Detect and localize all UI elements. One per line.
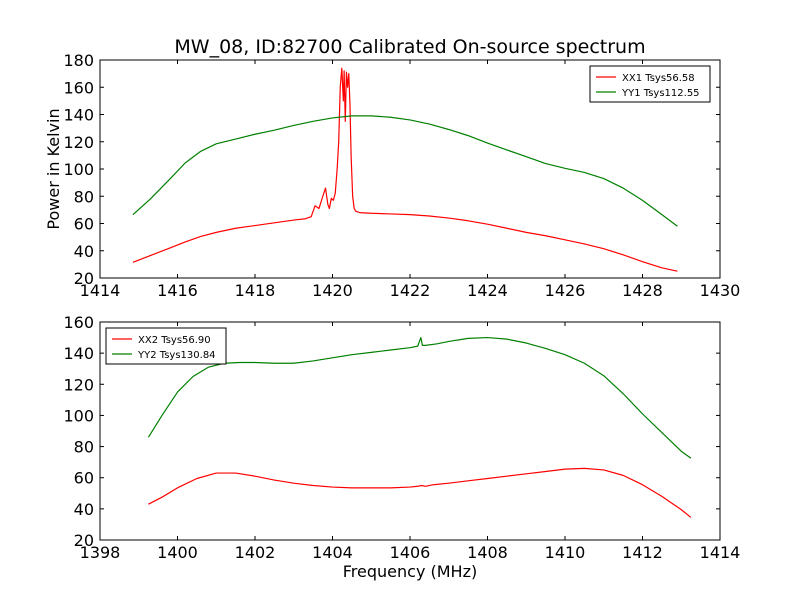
x-tick-label: 1428 xyxy=(622,281,663,300)
top-chart-panel: 1414 1416 1418 1420 1422 1424 1426 1428 1430 20 40… xyxy=(44,51,740,300)
bottom-chart-panel: 1398 1400 1402 1404 1406 1408 1410 1412 1414 20 40… xyxy=(63,313,740,581)
legend-box xyxy=(105,327,227,365)
y-tick-label: 120 xyxy=(63,375,94,394)
y-tick-label: 60 xyxy=(74,215,94,234)
x-tick-label: 1414 xyxy=(80,281,121,300)
x-tick-label: 1406 xyxy=(390,543,431,562)
legend-label: XX1 Tsys56.58 xyxy=(622,73,695,84)
y-tick-label: 20 xyxy=(74,531,94,550)
y-tick-label: 100 xyxy=(63,406,94,425)
x-tick-label: 1424 xyxy=(467,281,508,300)
x-tick-label: 1404 xyxy=(312,543,353,562)
x-tick-label: 1408 xyxy=(467,543,508,562)
x-tick-label: 1420 xyxy=(312,281,353,300)
series-line-yy2 xyxy=(147,336,692,459)
legend: XX1 Tsys56.58 YY1 Tsys112.55 xyxy=(589,65,711,103)
y-tick-label: 140 xyxy=(63,344,94,363)
series-line-xx2 xyxy=(148,467,692,518)
legend-label: YY2 Tsys130.84 xyxy=(137,350,216,361)
x-tick-label: 1412 xyxy=(622,543,663,562)
y-tick-label: 80 xyxy=(74,438,94,457)
x-tick-label: 1400 xyxy=(157,543,198,562)
legend-label: YY1 Tsys112.55 xyxy=(621,88,700,99)
y-tick-label: 40 xyxy=(74,500,94,519)
series-line-yy1 xyxy=(132,115,678,227)
y-axis-title: Power in Kelvin xyxy=(44,108,63,229)
x-tick-label: 1426 xyxy=(545,281,586,300)
y-tick-label: 20 xyxy=(74,269,94,288)
y-tick-label: 160 xyxy=(63,313,94,332)
y-tick-label: 160 xyxy=(63,78,94,97)
x-tick-label: 1414 xyxy=(700,543,741,562)
x-tick-label: 1398 xyxy=(80,543,121,562)
figure-title: MW_08, ID:82700 Calibrated On-source spe… xyxy=(174,36,645,58)
x-tick-label: 1418 xyxy=(235,281,276,300)
y-tick-label: 60 xyxy=(74,469,94,488)
y-tick-label: 180 xyxy=(63,51,94,70)
legend-label: XX2 Tsys56.90 xyxy=(138,335,211,346)
y-tick-label: 100 xyxy=(63,160,94,179)
series-lines xyxy=(132,67,678,272)
x-tick-label: 1402 xyxy=(235,543,276,562)
y-tick-label: 80 xyxy=(74,187,94,206)
x-tick-label: 1416 xyxy=(157,281,198,300)
series-line-xx1 xyxy=(132,67,678,272)
legend-box xyxy=(589,65,711,103)
y-tick-label: 40 xyxy=(74,242,94,261)
series-lines xyxy=(147,336,692,518)
y-tick-label: 120 xyxy=(63,133,94,152)
x-tick-label: 1410 xyxy=(545,543,586,562)
legend: XX2 Tsys56.90 YY2 Tsys130.84 xyxy=(105,327,227,365)
x-tick-label: 1430 xyxy=(700,281,741,300)
x-tick-label: 1422 xyxy=(390,281,431,300)
y-tick-label: 140 xyxy=(63,106,94,125)
x-axis-title: Frequency (MHz) xyxy=(343,562,477,581)
